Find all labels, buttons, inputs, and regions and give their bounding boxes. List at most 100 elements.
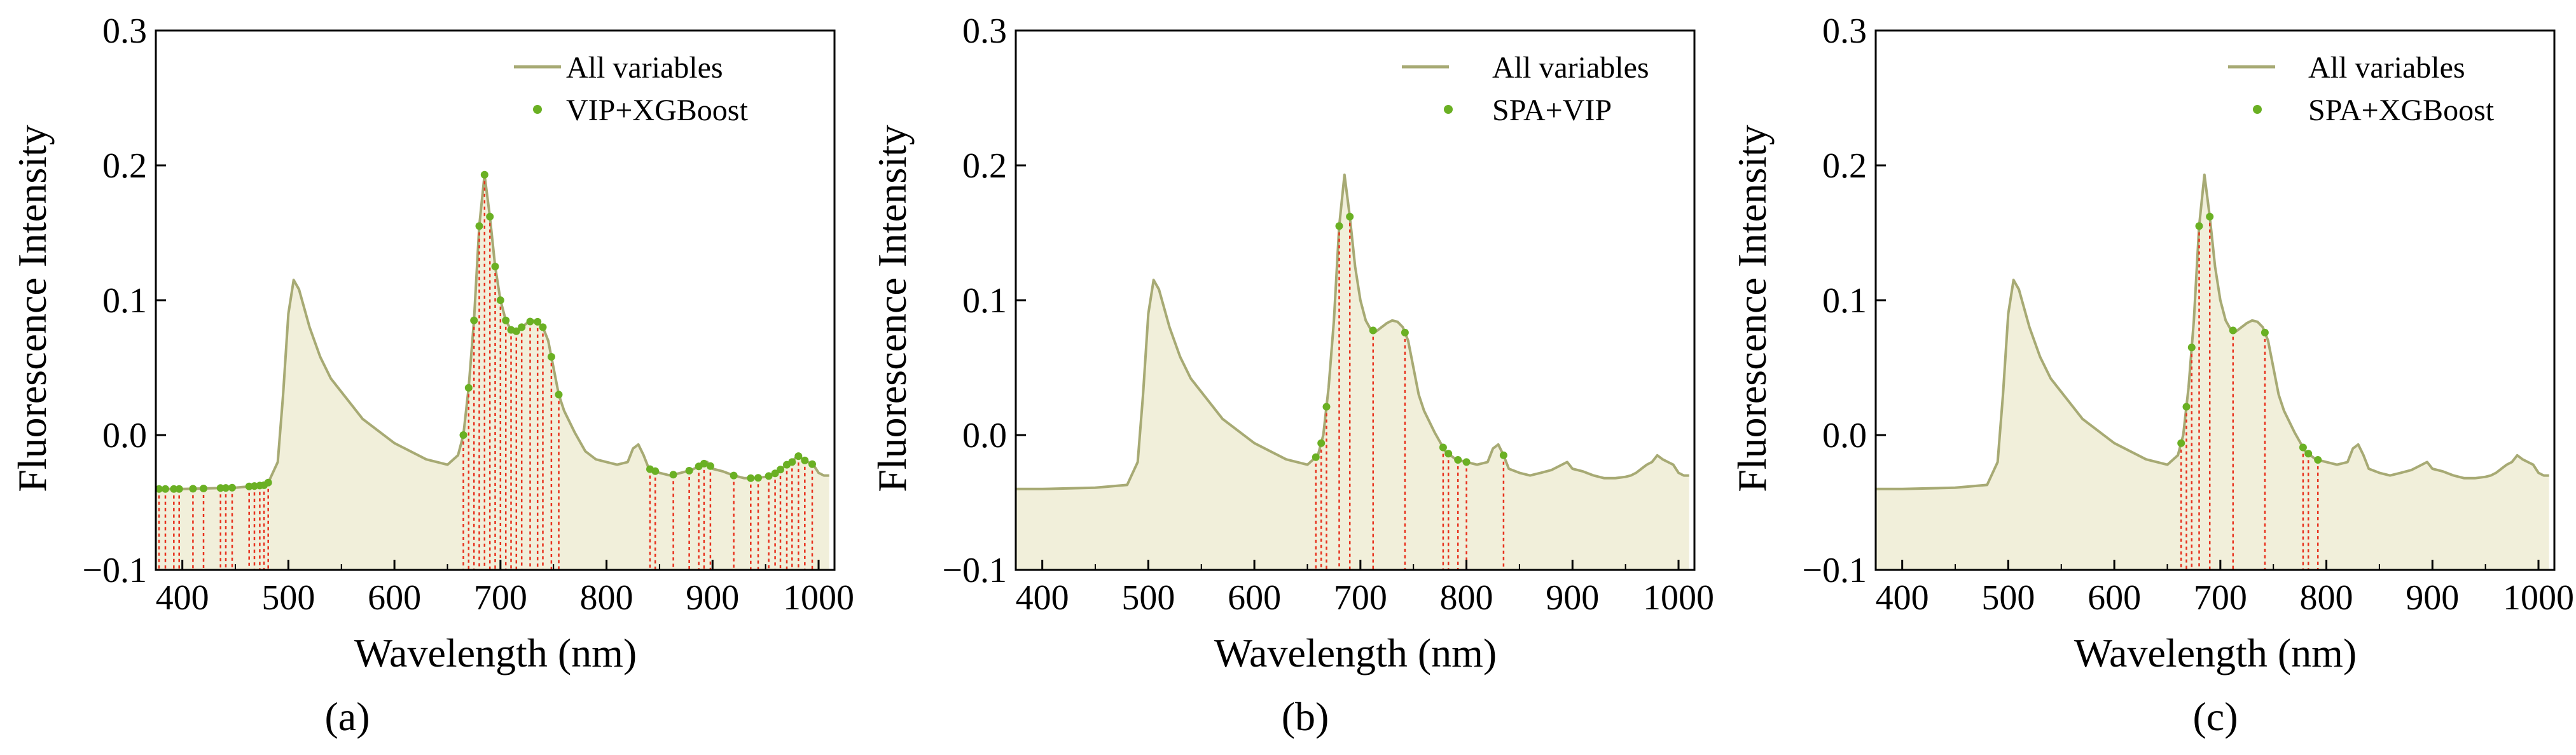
x-tick-label: 900 [2406, 578, 2459, 618]
selected-marker [1454, 456, 1462, 464]
y-tick-label: 0.2 [102, 146, 147, 186]
selected-marker [518, 323, 526, 331]
selected-marker [754, 474, 762, 482]
legend: All variables SPA+VIP [1402, 51, 1649, 127]
selected-marker [555, 391, 563, 399]
selected-marker [222, 484, 230, 492]
y-tick-label: 0.3 [102, 11, 147, 51]
selected-marker [1462, 458, 1471, 466]
selected-marker [2304, 450, 2313, 458]
selected-marker [747, 474, 755, 482]
selected-marker [526, 317, 534, 326]
selected-marker [459, 431, 467, 439]
spectrum-line [1016, 173, 1689, 490]
selected-marker [730, 471, 738, 480]
y-tick-label: −0.1 [1802, 551, 1867, 590]
x-tick-label: 600 [1228, 578, 1281, 618]
selected-marker [475, 222, 483, 230]
selected-marker [496, 296, 504, 304]
selected-marker [1335, 222, 1343, 230]
y-axis-title: Fluorescence Intensity [869, 125, 915, 492]
selected-marker [651, 467, 660, 475]
legend-marker-swatch [533, 105, 542, 114]
legend: All variables VIP+XGBoost [514, 51, 748, 127]
legend-label-selected: VIP+XGBoost [566, 94, 748, 127]
y-tick-label: 0.3 [1822, 11, 1867, 51]
legend-label-selected: SPA+VIP [1492, 94, 1612, 127]
selected-marker [1401, 328, 1409, 336]
panel-label: (a) [324, 694, 370, 739]
y-tick-label: 0.2 [1822, 146, 1867, 186]
y-tick-label: 0.1 [962, 281, 1007, 321]
selected-marker [706, 462, 714, 470]
selected-marker [491, 263, 499, 270]
selected-marker [801, 456, 809, 464]
panel-c: 400 500 600 700 800 900 1000 −0.1 0.0 0.1 0.2 0.3 F… [1729, 11, 2574, 739]
selected-marker [700, 459, 708, 468]
x-axis-title: Wavelength (nm) [1214, 630, 1497, 675]
selected-marker [1369, 326, 1377, 335]
selected-marker [189, 485, 197, 493]
selected-marker [228, 483, 236, 492]
y-tick-label: 0.0 [962, 416, 1007, 455]
selected-marker [1499, 451, 1507, 459]
selected-marker [1444, 450, 1453, 458]
y-tick-label: 0.1 [102, 281, 147, 321]
legend-label-all-variables: All variables [2308, 51, 2465, 85]
selected-marker [470, 316, 478, 324]
x-tick-label: 1000 [1643, 578, 1714, 618]
selected-marker [2182, 403, 2191, 411]
selected-marker [794, 452, 803, 461]
selected-marker [162, 485, 169, 493]
selected-marker [1439, 443, 1447, 452]
selected-marker [534, 317, 542, 326]
x-tick-label: 500 [1121, 578, 1175, 618]
x-tick-label: 900 [1546, 578, 1599, 618]
selected-marker [685, 467, 693, 474]
x-tick-label: 500 [261, 578, 315, 618]
selected-marker [155, 485, 163, 493]
spectrum-area [1876, 174, 2549, 570]
selected-marker [2195, 222, 2203, 230]
x-tick-label: 800 [2300, 578, 2353, 618]
selected-marker [1312, 453, 1320, 461]
selected-marker [1317, 439, 1326, 447]
x-tick-label: 900 [686, 578, 739, 618]
spectrum-area [1016, 174, 1689, 570]
legend: All variables SPA+XGBoost [2228, 51, 2495, 127]
x-tick-label: 400 [156, 578, 209, 618]
selected-marker [502, 316, 510, 324]
y-tick-label: −0.1 [942, 551, 1007, 590]
selected-marker [1346, 212, 1354, 221]
selected-marker [170, 485, 178, 493]
selected-marker [539, 323, 547, 331]
selected-marker [175, 485, 183, 493]
x-tick-label: 600 [2088, 578, 2141, 618]
selected-marker [1322, 403, 1331, 411]
panel-b: 400 500 600 700 800 900 1000 −0.1 0.0 0.1 0.2 0.3 F… [869, 11, 1714, 739]
selected-marker [512, 327, 520, 335]
x-tick-label: 400 [1016, 578, 1069, 618]
selected-marker [486, 212, 494, 221]
selected-marker [669, 471, 677, 479]
panel-label: (b) [1282, 694, 1329, 739]
x-tick-label: 1000 [783, 578, 854, 618]
legend-marker-swatch [1444, 105, 1453, 114]
selected-marker [2261, 328, 2269, 336]
y-axis-title: Fluorescence Intensity [10, 125, 55, 492]
spectrum-area [156, 174, 829, 570]
x-tick-label: 700 [1334, 578, 1387, 618]
x-tick-label: 700 [2194, 578, 2247, 618]
y-tick-label: 0.3 [962, 11, 1007, 51]
legend-marker-swatch [2253, 105, 2262, 114]
selected-marker [2314, 456, 2322, 464]
selected-marker [2177, 439, 2185, 447]
selected-marker [2187, 343, 2196, 352]
selected-marker [264, 478, 272, 487]
legend-label-all-variables: All variables [566, 51, 723, 85]
x-axis-title: Wavelength (nm) [354, 630, 637, 675]
y-tick-label: 0.0 [102, 416, 147, 455]
selected-marker [2229, 326, 2237, 335]
selected-marker [777, 466, 784, 474]
